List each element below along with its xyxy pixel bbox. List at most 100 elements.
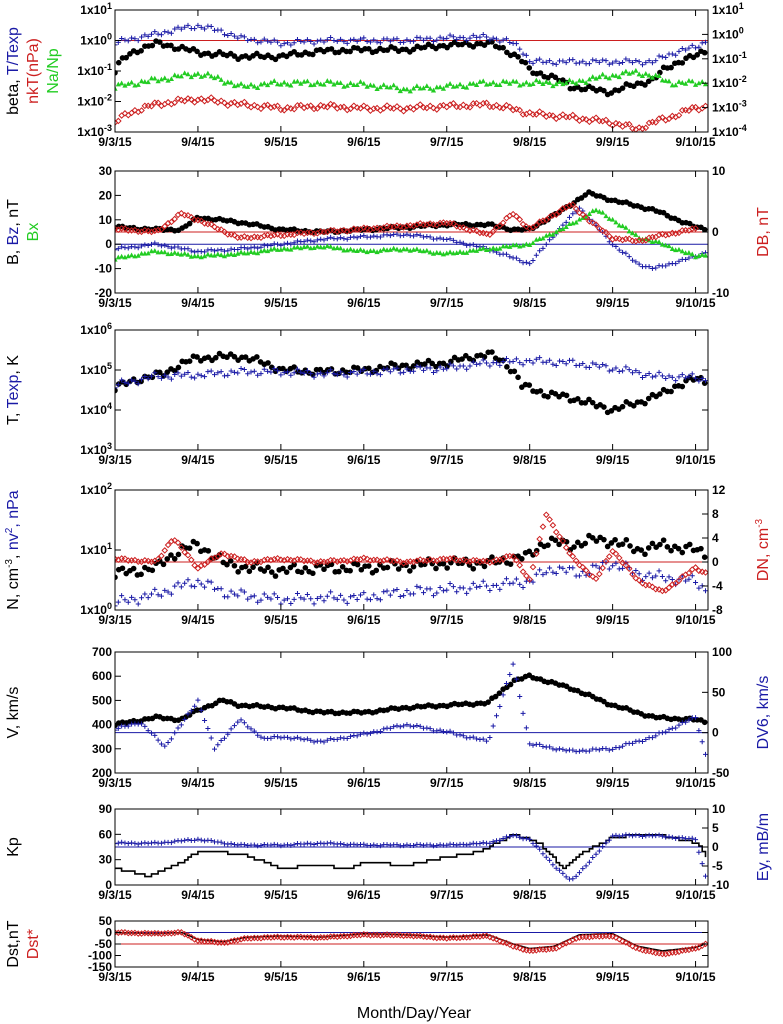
data-point xyxy=(145,243,151,249)
data-point xyxy=(404,842,410,848)
data-point xyxy=(125,599,131,605)
data-point xyxy=(307,102,315,109)
data-point xyxy=(151,227,159,235)
data-point xyxy=(254,103,261,111)
x-tick-label: 9/6/15 xyxy=(347,888,381,902)
data-point xyxy=(132,378,138,384)
data-point xyxy=(450,100,457,107)
data-point xyxy=(397,247,403,253)
data-point xyxy=(563,60,569,66)
data-point xyxy=(304,78,311,84)
data-point xyxy=(184,95,192,102)
data-point xyxy=(318,244,324,250)
data-point xyxy=(328,561,335,568)
data-point xyxy=(155,31,161,37)
data-point xyxy=(467,841,473,847)
data-point xyxy=(550,83,556,89)
data-point xyxy=(241,245,247,251)
data-point xyxy=(371,233,377,239)
data-point xyxy=(530,258,536,264)
data-point xyxy=(251,36,257,42)
data-point xyxy=(693,837,699,843)
data-point xyxy=(268,735,274,741)
data-point xyxy=(520,710,526,716)
data-point xyxy=(191,936,198,943)
data-point xyxy=(165,739,171,745)
data-point xyxy=(338,36,344,42)
data-point xyxy=(526,225,533,232)
data-point xyxy=(447,249,453,255)
data-point xyxy=(394,246,400,252)
data-point xyxy=(255,85,261,91)
data-point xyxy=(401,86,407,92)
data-point xyxy=(590,855,596,861)
data-point xyxy=(437,34,443,40)
data-point xyxy=(550,361,556,367)
data-point xyxy=(202,584,208,590)
data-point xyxy=(357,731,363,737)
data-point xyxy=(395,566,402,572)
data-point xyxy=(410,563,417,570)
data-point xyxy=(417,585,423,591)
data-point xyxy=(185,577,191,583)
data-point xyxy=(560,58,566,64)
data-point xyxy=(225,594,231,600)
data-point xyxy=(574,396,581,402)
data-point xyxy=(397,724,403,730)
data-point xyxy=(520,242,526,248)
data-point xyxy=(572,935,580,942)
data-point xyxy=(496,556,504,564)
data-point xyxy=(231,562,238,569)
data-point xyxy=(154,555,162,563)
data-point xyxy=(493,101,500,109)
data-point xyxy=(357,246,364,252)
data-point xyxy=(328,367,334,373)
data-point xyxy=(583,80,589,85)
data-point xyxy=(596,364,602,370)
data-point xyxy=(410,363,417,369)
data-point xyxy=(474,243,480,249)
data-point xyxy=(448,358,454,365)
data-point xyxy=(556,541,562,548)
data-point xyxy=(515,374,521,381)
data-point xyxy=(642,82,648,88)
data-point xyxy=(285,240,291,246)
data-point xyxy=(357,368,363,374)
data-point xyxy=(659,833,665,839)
data-point xyxy=(459,356,465,362)
data-point xyxy=(703,39,708,45)
data-point xyxy=(278,246,284,252)
data-point xyxy=(278,735,284,741)
data-point xyxy=(381,246,387,252)
data-point xyxy=(556,208,563,215)
data-point xyxy=(373,567,380,574)
data-point xyxy=(699,40,705,46)
data-point xyxy=(630,740,636,746)
data-point xyxy=(540,572,546,578)
data-point xyxy=(546,80,553,85)
data-point xyxy=(497,704,503,710)
data-point xyxy=(371,248,377,253)
data-point xyxy=(460,556,467,564)
data-point xyxy=(347,567,353,574)
data-point xyxy=(487,81,493,87)
data-point xyxy=(195,70,201,76)
data-point xyxy=(552,211,560,219)
data-point xyxy=(493,935,500,943)
data-point xyxy=(115,574,118,581)
data-point xyxy=(237,936,245,943)
data-point xyxy=(348,37,354,43)
data-point xyxy=(417,842,423,848)
data-point xyxy=(371,82,377,88)
y-tick-right-label: 12 xyxy=(712,483,726,497)
data-point xyxy=(653,373,659,379)
data-point xyxy=(160,561,167,568)
data-point xyxy=(145,79,151,85)
data-point xyxy=(201,72,208,78)
data-point xyxy=(387,842,393,848)
data-point xyxy=(540,235,546,241)
x-tick-label: 9/8/15 xyxy=(513,776,547,790)
data-point xyxy=(610,242,616,248)
data-point xyxy=(221,373,227,379)
data-point xyxy=(606,837,612,843)
